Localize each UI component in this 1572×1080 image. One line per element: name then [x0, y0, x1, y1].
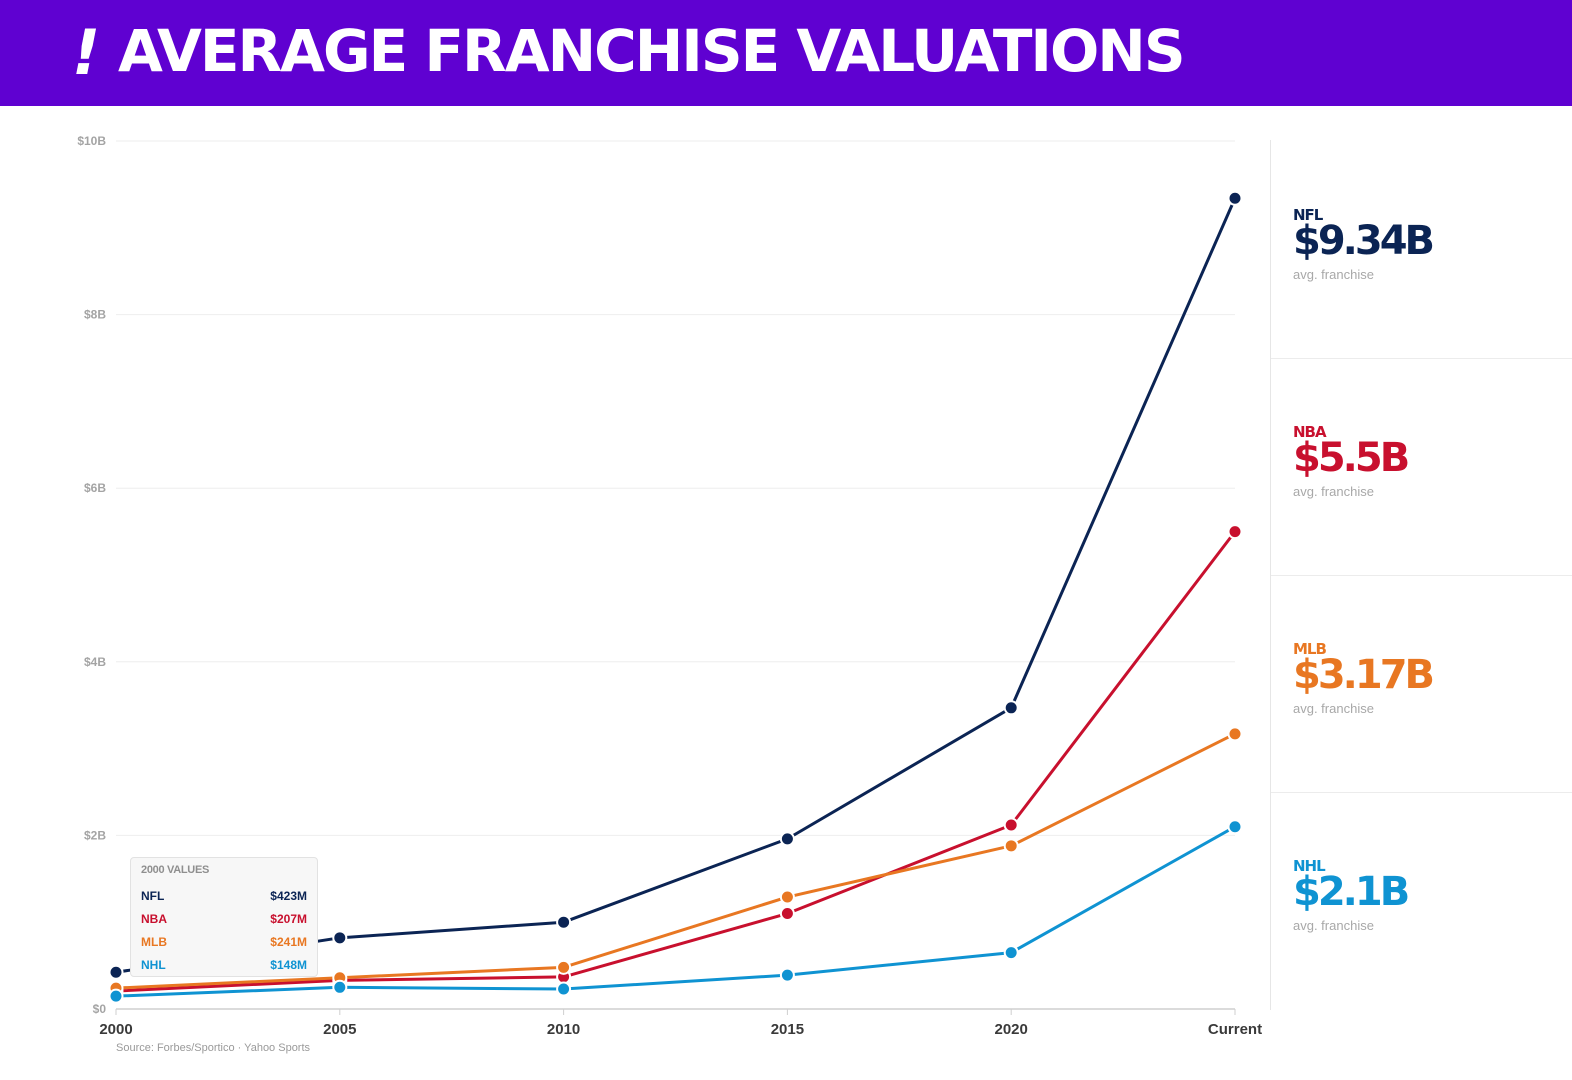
- data-point-nhl[interactable]: [779, 967, 795, 983]
- summary-caption: avg. franchise: [1293, 918, 1374, 933]
- summary-league: MLB: [1293, 640, 1327, 658]
- summary-separator: [1271, 792, 1572, 793]
- summary-value: $3.17B: [1293, 652, 1435, 698]
- y-tick-label: $0: [93, 1002, 107, 1016]
- title-banner: ! AVERAGE FRANCHISE VALUATIONS: [0, 0, 1572, 106]
- x-tick-label: 2020: [995, 1021, 1028, 1038]
- source-note: Source: Forbes/Sportico · Yahoo Sports: [116, 1042, 311, 1054]
- tooltip-value: $148M: [270, 958, 307, 972]
- tooltip-row-nfl: NFL $423M: [141, 889, 307, 905]
- chart-grid: [116, 140, 1235, 1010]
- tooltip-row-nhl: NHL $148M: [141, 958, 307, 974]
- summary-league: NFL: [1293, 206, 1323, 224]
- tooltip-league: MLB: [141, 935, 167, 949]
- data-point-mlb[interactable]: [1003, 838, 1019, 854]
- summary-mlb: MLB $3.17B avg. franchise: [1293, 640, 1435, 717]
- data-point-nfl[interactable]: [1003, 700, 1019, 716]
- x-axis: 2000 2005 2010 2015 2020 Current: [99, 1009, 1262, 1038]
- y-axis: $0 $2B $4B $6B $8B $10B: [77, 134, 106, 1016]
- data-point-mlb[interactable]: [556, 959, 572, 975]
- tooltip-value: $207M: [270, 912, 307, 926]
- x-tick-label: 2005: [323, 1021, 356, 1038]
- tooltip-2000-values: 2000 VALUES NFL $423M NBA $207M MLB $241…: [130, 857, 318, 977]
- summary-league: NBA: [1293, 423, 1327, 441]
- tooltip-league: NFL: [141, 889, 165, 903]
- y-tick-label: $10B: [77, 134, 106, 148]
- yahoo-exclamation-logo: !: [72, 16, 101, 89]
- summary-caption: avg. franchise: [1293, 701, 1374, 716]
- summary-divider: [1270, 140, 1271, 1010]
- data-point-nhl[interactable]: [1227, 819, 1243, 835]
- y-tick-label: $2B: [84, 828, 106, 842]
- data-point-nfl[interactable]: [1227, 190, 1243, 206]
- data-point-nba[interactable]: [1003, 817, 1019, 833]
- summary-separator: [1271, 358, 1572, 359]
- data-point-nhl[interactable]: [1003, 945, 1019, 961]
- series-line-nba: [114, 530, 1237, 993]
- summary-caption: avg. franchise: [1293, 267, 1374, 282]
- data-point-nba[interactable]: [1227, 524, 1243, 540]
- tooltip-league: NBA: [141, 912, 167, 926]
- x-tick-label: Current: [1208, 1021, 1262, 1038]
- data-point-nfl[interactable]: [779, 831, 795, 847]
- tooltip-row-mlb: MLB $241M: [141, 935, 307, 951]
- y-tick-label: $6B: [84, 481, 106, 495]
- summary-separator: [1271, 575, 1572, 576]
- series-line-nhl: [114, 825, 1237, 998]
- data-point-nhl[interactable]: [556, 981, 572, 997]
- data-point-nba[interactable]: [779, 906, 795, 922]
- summary-caption: avg. franchise: [1293, 484, 1374, 499]
- x-tick-label: 2010: [547, 1021, 580, 1038]
- summary-value: $2.1B: [1293, 869, 1410, 915]
- summary-nhl: NHL $2.1B avg. franchise: [1293, 857, 1410, 934]
- y-tick-label: $8B: [84, 308, 106, 322]
- summary-nfl: NFL $9.34B avg. franchise: [1293, 206, 1435, 283]
- chart-title: AVERAGE FRANCHISE VALUATIONS: [118, 17, 1186, 85]
- y-tick-label: $4B: [84, 655, 106, 669]
- x-tick-label: 2000: [99, 1021, 132, 1038]
- tooltip-value: $241M: [270, 935, 307, 949]
- data-point-nfl[interactable]: [108, 964, 124, 980]
- tooltip-league: NHL: [141, 958, 166, 972]
- summary-value: $9.34B: [1293, 218, 1435, 264]
- data-point-mlb[interactable]: [1227, 726, 1243, 742]
- series-line-mlb: [114, 732, 1237, 990]
- series-nhl: [108, 819, 1243, 1004]
- summary-league: NHL: [1293, 857, 1326, 875]
- data-point-nfl[interactable]: [556, 914, 572, 930]
- tooltip-row-nba: NBA $207M: [141, 912, 307, 928]
- summary-nba: NBA $5.5B avg. franchise: [1293, 423, 1410, 500]
- summary-value: $5.5B: [1293, 435, 1410, 481]
- tooltip-value: $423M: [270, 889, 307, 903]
- data-point-nhl[interactable]: [332, 979, 348, 995]
- data-point-mlb[interactable]: [779, 889, 795, 905]
- x-tick-label: 2015: [771, 1021, 804, 1038]
- data-point-nhl[interactable]: [108, 988, 124, 1004]
- tooltip-title: 2000 VALUES: [141, 864, 210, 876]
- data-point-nfl[interactable]: [332, 930, 348, 946]
